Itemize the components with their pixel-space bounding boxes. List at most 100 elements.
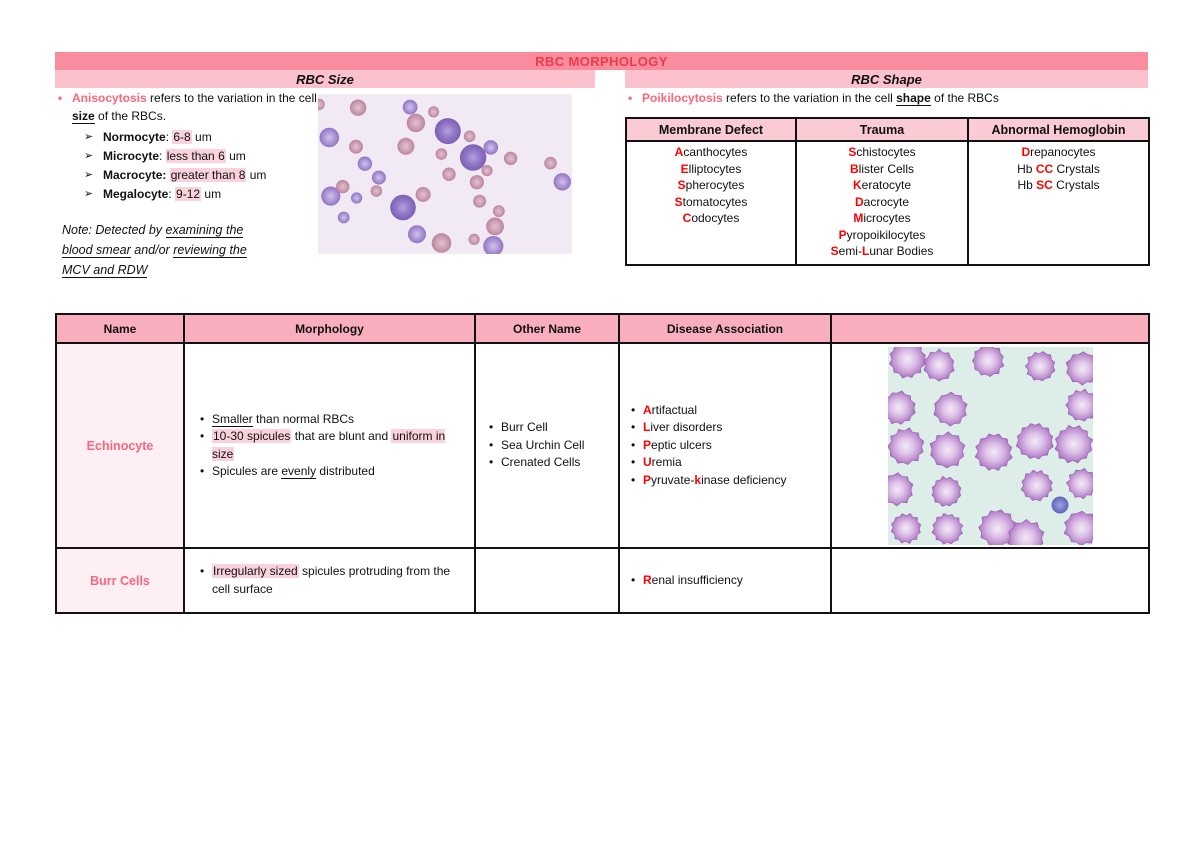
burr-cells-image-cell	[830, 547, 1150, 614]
trauma-entry: Keratocyte	[852, 178, 912, 192]
column-header-abnormal-hemoglobin: Abnormal Hemoglobin	[967, 117, 1150, 142]
blood-cell	[319, 127, 340, 148]
echinocyte-disease-cell: ArtifactualLiver disordersPeptic ulcersU…	[618, 342, 832, 549]
trauma-cell: Schistocytes Blister Cells Keratocyte Dacro…	[795, 140, 969, 266]
blood-cell	[442, 167, 456, 181]
echinocyte-disease-list: ArtifactualLiver disordersPeptic ulcersU…	[630, 402, 826, 490]
blood-cell	[349, 99, 367, 116]
blood-cell	[318, 98, 325, 111]
column-header-morphology: Morphology	[183, 313, 476, 344]
shape-table-header-row: Membrane Defect Trauma Abnormal Hemoglob…	[625, 117, 1150, 142]
membrane-defect-entry: Spherocytes	[677, 178, 745, 192]
blood-cell	[406, 113, 426, 133]
document-title-bar: RBC MORPHOLOGY	[55, 52, 1148, 70]
burr-cells-morphology-cell: Irregularly sized spicules protruding fr…	[183, 547, 476, 614]
echinocyte-image	[887, 346, 1093, 545]
blood-cell	[434, 118, 461, 145]
trauma-entry: Semi-Lunar Bodies	[830, 244, 934, 258]
disease-item: Renal insufficiency	[630, 572, 826, 590]
blood-cell	[435, 148, 448, 160]
morphology-point: 10-30 spicules that are blunt and unifor…	[199, 428, 462, 463]
echinocyte-other-name-cell: Burr CellSea Urchin CellCrenated Cells	[474, 342, 620, 549]
other-name-item: Crenated Cells	[488, 454, 614, 472]
blood-cell	[408, 225, 426, 244]
column-header-image	[830, 313, 1150, 344]
table-row-burr-cells: Burr Cells Irregularly sized spicules pr…	[55, 547, 1150, 614]
abnormal-hemoglobin-list: Drepanocytes Hb CC Crystals Hb SC Crystals	[969, 144, 1148, 194]
echinocyte-cell	[922, 347, 955, 382]
echinocyte-cell	[887, 471, 913, 506]
trauma-list: Schistocytes Blister Cells Keratocyte Dacro…	[797, 144, 967, 260]
blood-cell	[459, 144, 487, 171]
echinocyte-cell	[887, 426, 924, 465]
echinocyte-morphology-list: Smaller than normal RBCs10-30 spicules t…	[199, 411, 462, 481]
size-category-item: Microcyte: less than 6 um	[55, 147, 317, 166]
echinocyte-cell	[974, 432, 1013, 471]
blood-cell	[1051, 496, 1068, 513]
morphology-point: Irregularly sized spicules protruding fr…	[199, 563, 462, 598]
membrane-defect-cell: Acanthocytes Elliptocytes Spherocytes Stoma…	[625, 140, 797, 266]
document-title: RBC MORPHOLOGY	[535, 53, 668, 69]
membrane-defect-entry: Acanthocytes	[674, 145, 748, 159]
membrane-defect-entry: Elliptocytes	[680, 161, 742, 176]
morphology-point: Smaller than normal RBCs	[199, 411, 462, 429]
echinocyte-cell	[929, 430, 965, 468]
column-header-membrane-defect: Membrane Defect	[625, 117, 797, 142]
disease-item: Peptic ulcers	[630, 437, 826, 455]
echinocyte-morphology-cell: Smaller than normal RBCs10-30 spicules t…	[183, 342, 476, 549]
blood-cell	[336, 179, 350, 194]
size-category-list: Normocyte: 6-8 umMicrocyte: less than 6 …	[55, 128, 317, 204]
blood-cell	[463, 130, 476, 143]
burr-cells-other-name-cell	[474, 547, 620, 614]
blood-cell	[483, 236, 504, 254]
blood-cell	[483, 140, 499, 155]
anisocytosis-definition: Anisocytosis refers to the variation in …	[55, 90, 317, 125]
blood-cell	[371, 170, 386, 185]
column-header-name: Name	[55, 313, 185, 344]
abnormal-hemoglobin-entry: Hb SC Crystals	[1017, 178, 1100, 192]
column-header-trauma: Trauma	[795, 117, 969, 142]
echinocyte-cell	[1065, 467, 1093, 499]
blood-cell	[349, 139, 363, 154]
blood-cell	[351, 192, 363, 204]
membrane-defect-entry: Codocytes	[682, 211, 740, 225]
blood-cell	[321, 186, 341, 206]
echinocyte-cell	[1065, 350, 1093, 386]
burr-cells-disease-list: Renal insufficiency	[630, 572, 826, 590]
echinocyte-cell	[971, 346, 1004, 377]
disease-item: Pyruvate-kinase deficiency	[630, 472, 826, 490]
rbc-shape-header-label: RBC Shape	[851, 71, 922, 87]
blood-cell	[481, 165, 493, 177]
blood-cell	[370, 185, 383, 197]
rbc-size-text-block: Anisocytosis refers to the variation in …	[55, 90, 317, 280]
echinocyte-cell	[1063, 510, 1093, 545]
table-row-echinocyte: Echinocyte Smaller than normal RBCs10-30…	[55, 342, 1150, 549]
other-name-item: Burr Cell	[488, 419, 614, 437]
abnormal-hemoglobin-entry: Drepanocytes	[1021, 145, 1096, 159]
shape-cause-table: Membrane Defect Trauma Abnormal Hemoglob…	[625, 117, 1150, 266]
blood-cell	[431, 233, 452, 253]
disease-item: Liver disorders	[630, 419, 826, 437]
size-category-item: Megalocyte: 9-12 um	[55, 185, 317, 204]
abnormal-hemoglobin-cell: Drepanocytes Hb CC Crystals Hb SC Crystals	[967, 140, 1150, 266]
echinocyte-other-name-list: Burr CellSea Urchin CellCrenated Cells	[488, 419, 614, 472]
blood-cell	[337, 211, 350, 224]
echinocyte-cell	[888, 346, 926, 378]
blood-cell	[473, 194, 487, 208]
echinocyte-cell	[931, 512, 963, 545]
size-category-item: Macrocyte: greater than 8 um	[55, 166, 317, 185]
abnormal-hemoglobin-entry: Hb CC Crystals	[1017, 161, 1100, 176]
echinocyte-name-label: Echinocyte	[86, 438, 154, 453]
burr-cells-name-label: Burr Cells	[90, 573, 150, 588]
echinocyte-name-cell: Echinocyte	[55, 342, 185, 549]
echinocyte-cell	[931, 475, 961, 507]
blood-cell	[468, 233, 480, 245]
echinocyte-cell	[1015, 422, 1054, 459]
disease-item: Artifactual	[630, 402, 826, 420]
blood-cell	[402, 99, 418, 115]
echinocyte-cell	[1064, 387, 1093, 422]
membrane-defect-entry: Stomatocytes	[674, 194, 748, 209]
size-detection-note: Note: Detected by examining the blood sm…	[62, 223, 247, 278]
blood-cell	[503, 151, 518, 166]
blood-cell	[492, 205, 505, 218]
